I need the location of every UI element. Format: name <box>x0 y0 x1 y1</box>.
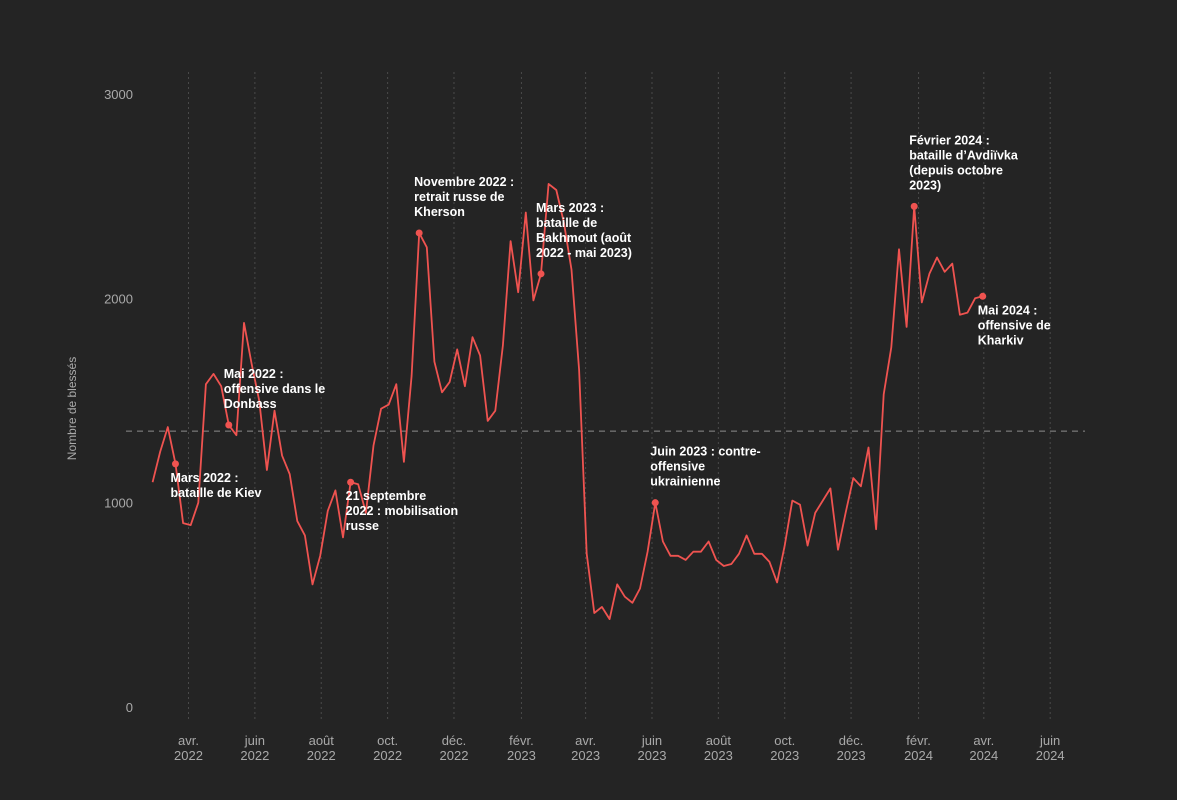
annotation-text: offensive dans le <box>224 382 325 396</box>
x-tick-label-year: 2024 <box>969 748 998 763</box>
annotation-text: Donbass <box>224 397 277 411</box>
x-tick-label-month: août <box>706 733 732 748</box>
annotation-text: Mai 2022 : <box>224 367 284 381</box>
annotation-text: bataille de <box>536 216 597 230</box>
x-tick-label-month: oct. <box>774 733 795 748</box>
annotation-markers <box>171 202 987 507</box>
grid <box>188 72 1051 722</box>
annotation-text: russe <box>346 519 379 533</box>
x-tick-label-year: 2022 <box>240 748 269 763</box>
annotation-text: Bakhmout (août <box>536 231 632 245</box>
x-tick-label-month: avr. <box>973 733 994 748</box>
x-axis: avr.2022juin2022août2022oct.2022déc.2022… <box>174 733 1065 763</box>
annotation-marker <box>979 292 987 300</box>
x-tick-label-month: oct. <box>377 733 398 748</box>
annotation-text: 2022 : mobilisation <box>346 504 459 518</box>
annotation-text: Mars 2023 : <box>536 201 604 215</box>
annotation-text: ukrainienne <box>650 475 720 489</box>
x-tick-label-month: juin <box>641 733 662 748</box>
y-tick-label: 3000 <box>104 87 133 102</box>
annotation-marker <box>651 499 659 507</box>
x-tick-label-month: déc. <box>839 733 864 748</box>
annotation-text: Mai 2024 : <box>978 303 1038 317</box>
x-tick-label-month: avr. <box>575 733 596 748</box>
x-tick-label-month: févr. <box>906 733 931 748</box>
x-tick-label-year: 2023 <box>571 748 600 763</box>
annotation-marker <box>225 421 233 429</box>
annotation-marker <box>347 478 355 486</box>
x-tick-label-month: avr. <box>178 733 199 748</box>
annotation-text: Mars 2022 : <box>170 471 238 485</box>
x-tick-label-year: 2023 <box>704 748 733 763</box>
annotation-text: Kherson <box>414 205 465 219</box>
annotation-text: Juin 2023 : contre- <box>650 445 760 459</box>
annotation-text: offensive de <box>978 318 1051 332</box>
x-tick-label-month: févr. <box>509 733 534 748</box>
x-tick-label-year: 2023 <box>507 748 536 763</box>
annotation-marker <box>910 202 918 210</box>
annotation-marker <box>171 460 179 468</box>
annotation-text: (depuis octobre <box>909 163 1003 177</box>
series-line-blesses <box>151 183 983 620</box>
x-tick-label-year: 2024 <box>1036 748 1065 763</box>
x-tick-label-year: 2023 <box>638 748 667 763</box>
annotation-text: 21 septembre <box>346 489 427 503</box>
x-tick-label-year: 2022 <box>440 748 469 763</box>
x-tick-label-year: 2022 <box>307 748 336 763</box>
x-tick-label-month: août <box>309 733 335 748</box>
annotation-text: offensive <box>650 460 705 474</box>
y-axis: 0 1000 2000 3000 <box>104 87 133 715</box>
y-tick-label: 2000 <box>104 291 133 306</box>
annotation-text: retrait russe de <box>414 190 504 204</box>
x-tick-label-year: 2023 <box>770 748 799 763</box>
annotation-marker <box>415 229 423 237</box>
y-axis-label: Nombre de blessés <box>65 357 79 460</box>
annotation-text: bataille d’Avdiïvka <box>909 148 1019 162</box>
y-tick-label: 1000 <box>104 496 133 511</box>
annotation-text: 2022 - mai 2023) <box>536 246 632 260</box>
annotation-text: bataille de Kiev <box>170 486 261 500</box>
annotation-text: Février 2024 : <box>909 133 990 147</box>
x-tick-label-month: juin <box>1039 733 1060 748</box>
annotation-marker <box>537 270 545 278</box>
annotation-text: Novembre 2022 : <box>414 175 514 189</box>
annotation-text: 2023) <box>909 178 941 192</box>
x-tick-label-year: 2022 <box>174 748 203 763</box>
x-tick-label-year: 2022 <box>373 748 402 763</box>
y-tick-label: 0 <box>126 700 133 715</box>
x-tick-label-month: déc. <box>442 733 467 748</box>
annotation-text: Kharkiv <box>978 333 1024 347</box>
x-tick-label-year: 2024 <box>904 748 933 763</box>
x-tick-label-year: 2023 <box>837 748 866 763</box>
x-tick-label-month: juin <box>244 733 265 748</box>
